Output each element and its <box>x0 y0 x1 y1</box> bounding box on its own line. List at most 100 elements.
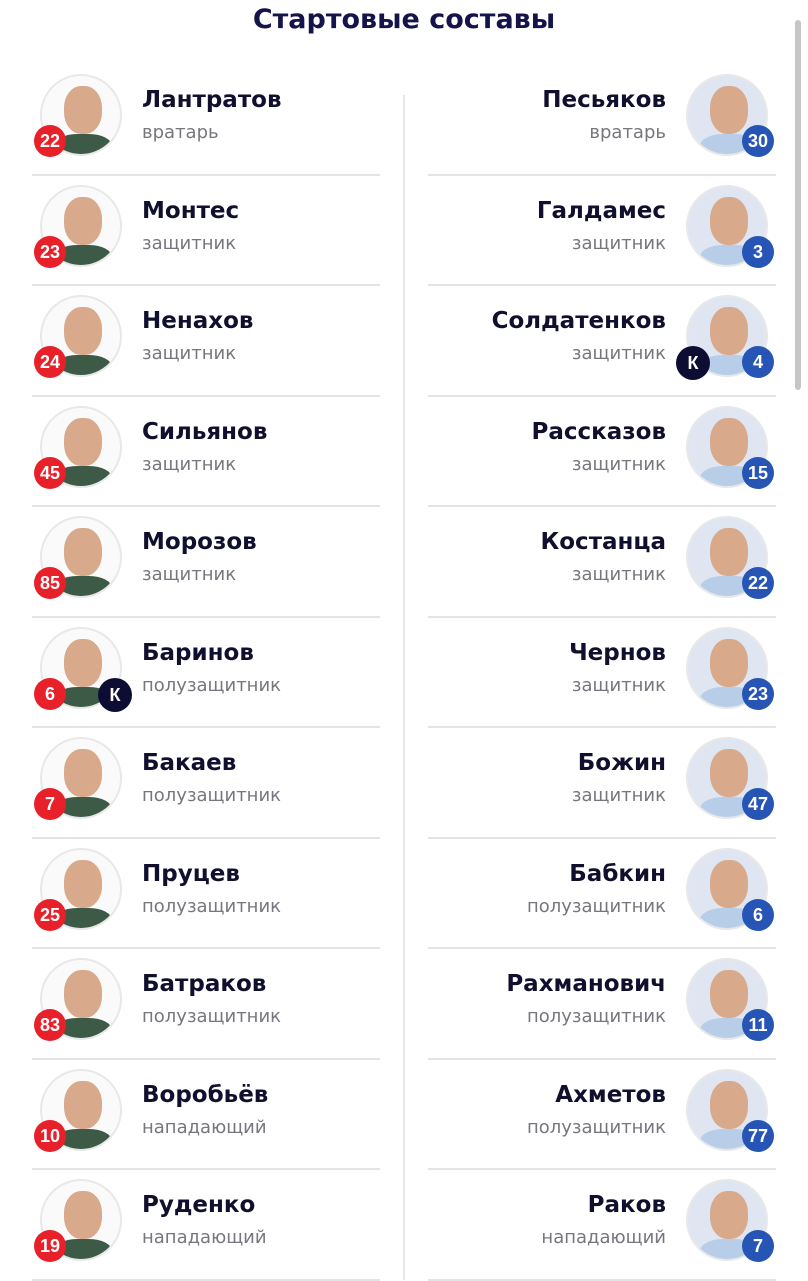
player-row[interactable]: 23 Монтес защитник <box>32 176 380 286</box>
player-name[interactable]: Ненахов <box>142 308 254 334</box>
captain-badge: К <box>676 346 710 380</box>
player-photo[interactable] <box>40 737 122 819</box>
player-row[interactable]: 4 К Солдатенков защитник <box>428 286 776 397</box>
player-row[interactable]: 24 Ненахов защитник <box>32 286 380 397</box>
number-badge: 6 <box>34 677 66 710</box>
number-badge: 11 <box>742 1009 774 1041</box>
player-name[interactable]: Морозов <box>142 529 257 555</box>
player-position: защитник <box>571 232 666 254</box>
number-badge: 77 <box>742 1119 774 1152</box>
number-badge: 22 <box>742 567 774 599</box>
player-shirt <box>54 576 112 596</box>
player-position: защитник <box>571 453 666 475</box>
number-badge: 24 <box>34 346 66 378</box>
player-row[interactable]: 25 Пруцев полузащитник <box>32 839 380 949</box>
player-row[interactable]: 30 Песьяков вратарь <box>428 65 776 176</box>
player-name[interactable]: Воробьёв <box>142 1081 269 1108</box>
player-name[interactable]: Чернов <box>569 639 666 666</box>
player-face <box>710 749 748 797</box>
number-badge: 47 <box>742 788 774 820</box>
player-position: защитник <box>142 564 237 585</box>
player-row[interactable]: 15 Рассказов защитник <box>428 397 776 507</box>
player-face <box>64 528 102 576</box>
player-name[interactable]: Руденко <box>142 1192 256 1218</box>
player-row[interactable]: 22 Костанца защитник <box>428 507 776 618</box>
player-position: нападающий <box>142 1116 267 1138</box>
scrollbar[interactable] <box>795 20 801 390</box>
player-name[interactable]: Лантратов <box>142 87 282 113</box>
player-position: защитник <box>142 453 237 475</box>
player-name[interactable]: Рахманович <box>506 971 666 997</box>
column-divider <box>403 95 405 1280</box>
number-badge: 7 <box>742 1230 774 1262</box>
player-name[interactable]: Галдамес <box>536 197 666 224</box>
player-row[interactable]: 77 Ахметов полузащитник <box>428 1060 776 1170</box>
player-position: полузащитник <box>142 785 282 806</box>
player-row[interactable]: 6 К Баринов полузащитник <box>32 618 380 728</box>
player-face <box>710 196 748 245</box>
player-shirt <box>54 355 112 375</box>
player-row[interactable]: 19 Руденко нападающий <box>32 1170 380 1281</box>
player-face <box>64 86 102 134</box>
player-face <box>710 1191 748 1239</box>
player-position: вратарь <box>142 122 219 143</box>
player-name[interactable]: Пруцев <box>142 860 240 887</box>
player-row[interactable]: 10 Воробьёв нападающий <box>32 1060 380 1170</box>
player-face <box>710 1080 748 1129</box>
player-name[interactable]: Бабкин <box>569 860 666 887</box>
player-photo[interactable] <box>686 626 768 709</box>
player-name[interactable]: Солдатенков <box>491 308 666 334</box>
player-row[interactable]: 45 Сильянов защитник <box>32 397 380 507</box>
player-name[interactable]: Рассказов <box>531 418 667 445</box>
player-name[interactable]: Сильянов <box>142 418 268 445</box>
player-row[interactable]: 3 Галдамес защитник <box>428 176 776 286</box>
player-row[interactable]: 7 Раков нападающий <box>428 1170 776 1281</box>
player-face <box>710 638 748 687</box>
player-name[interactable]: Раков <box>587 1192 666 1218</box>
player-row[interactable]: 22 Лантратов вратарь <box>32 65 380 176</box>
player-position: защитник <box>571 674 666 696</box>
player-name[interactable]: Божин <box>577 750 666 776</box>
captain-badge: К <box>98 677 132 712</box>
player-face <box>710 417 748 466</box>
number-badge: 83 <box>34 1009 66 1041</box>
player-name[interactable]: Костанца <box>540 529 666 555</box>
player-name[interactable]: Монтес <box>142 197 240 224</box>
player-position: защитник <box>142 343 237 364</box>
player-photo[interactable] <box>686 1179 768 1261</box>
player-row[interactable]: 47 Божин защитник <box>428 728 776 839</box>
number-badge: 23 <box>34 235 66 268</box>
player-position: нападающий <box>541 1227 666 1248</box>
player-face <box>710 307 748 355</box>
player-row[interactable]: 85 Морозов защитник <box>32 507 380 618</box>
player-name[interactable]: Бакаев <box>142 750 237 776</box>
player-face <box>710 528 748 576</box>
player-name[interactable]: Ахметов <box>555 1081 666 1108</box>
player-shirt <box>54 907 112 928</box>
player-name[interactable]: Песьяков <box>542 87 666 113</box>
player-position: защитник <box>571 343 666 364</box>
player-photo[interactable] <box>40 405 122 488</box>
number-badge: 22 <box>34 125 66 157</box>
player-row[interactable]: 6 Бабкин полузащитник <box>428 839 776 949</box>
player-face <box>64 970 102 1018</box>
player-name[interactable]: Батраков <box>142 971 267 997</box>
player-name[interactable]: Баринов <box>142 639 254 666</box>
player-position: нападающий <box>142 1227 267 1248</box>
player-shirt <box>54 1128 112 1149</box>
player-row[interactable]: 7 Бакаев полузащитник <box>32 728 380 839</box>
player-row[interactable]: 23 Чернов защитник <box>428 618 776 728</box>
player-position: защитник <box>142 232 237 254</box>
player-position: защитник <box>571 785 666 806</box>
player-face <box>64 307 102 355</box>
home-lineup: 22 Лантратов вратарь 23 Монтес защитник 24 Нена… <box>32 65 380 1281</box>
player-position: полузащитник <box>142 895 282 917</box>
player-row[interactable]: 83 Батраков полузащитник <box>32 949 380 1060</box>
page-title: Стартовые составы <box>252 4 556 35</box>
player-row[interactable]: 11 Рахманович полузащитник <box>428 949 776 1060</box>
player-face <box>710 86 748 134</box>
player-face <box>64 417 102 466</box>
player-photo[interactable] <box>686 405 768 488</box>
player-photo[interactable] <box>686 847 768 930</box>
player-shirt <box>54 244 112 265</box>
